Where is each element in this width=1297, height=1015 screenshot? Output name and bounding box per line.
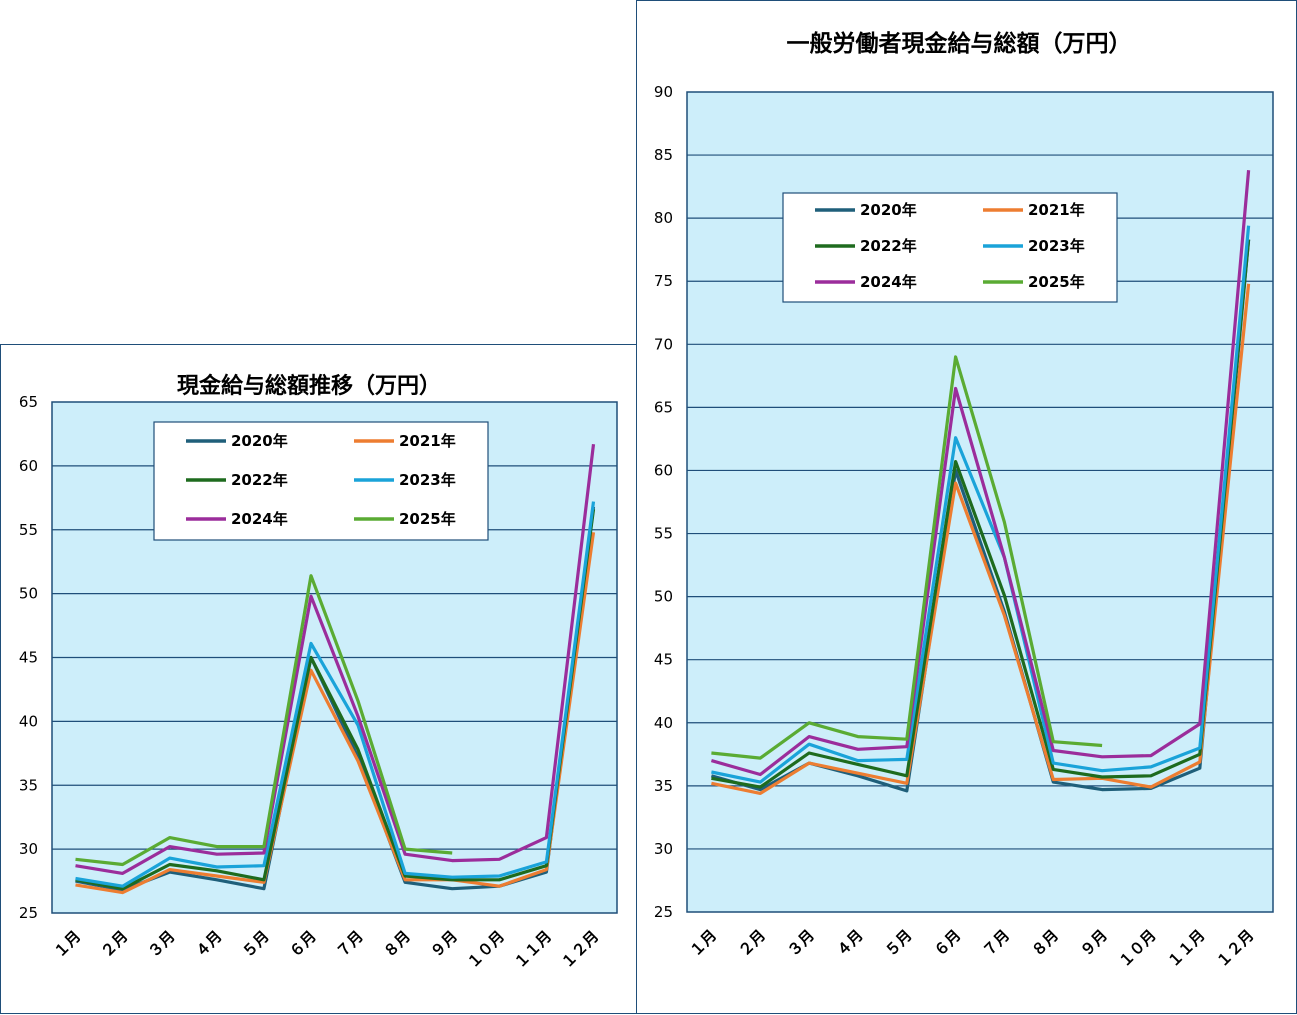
chart-panel-right: 一般労働者現金給与総額（万円） 25 30 35 40 45 50 55 60 65 70 75 80 8… (636, 0, 1297, 1014)
x-tick-label: ９月 (427, 927, 461, 961)
legend-label: 2023年 (399, 471, 456, 489)
x-tick-label: ５月 (882, 926, 916, 960)
series-line-2021年 (711, 283, 1251, 796)
series-line-2023年 (711, 225, 1251, 784)
x-tick-label: ４月 (833, 926, 867, 960)
legend-label: 2020年 (231, 432, 288, 450)
y-tick-label: 45 (654, 651, 673, 669)
y-tick-label: 35 (654, 777, 673, 795)
legend-label: 2022年 (231, 471, 288, 489)
x-tick-label: ６月 (930, 926, 964, 960)
y-tick-label: 30 (654, 840, 673, 858)
chart-panel-left: 現金給与総額推移（万円） 25 30 35 40 45 50 55 60 65 １月 ２月 ３月 ４月 ５月… (0, 344, 637, 1014)
series-line-2025年 (75, 574, 453, 867)
y-tick-label: 50 (654, 588, 673, 606)
series-line-2021年 (75, 532, 596, 895)
y-tick-label: 90 (654, 83, 673, 101)
y-tick-label: 25 (19, 904, 38, 922)
chart-title: 一般労働者現金給与総額（万円） (787, 30, 1132, 57)
y-tick-label: 50 (19, 585, 38, 603)
legend-label: 2021年 (399, 432, 456, 450)
x-tick-label: ２月 (735, 926, 769, 960)
x-tick-label: ３月 (145, 927, 179, 961)
x-tick-label: １２月 (558, 927, 603, 972)
series-line-2024年 (710, 170, 1251, 777)
x-tick-label: ９月 (1077, 926, 1111, 960)
legend-label: 2021年 (1028, 201, 1085, 219)
chart-title: 現金給与総額推移（万円） (177, 373, 441, 399)
x-tick-label: １１月 (511, 927, 556, 972)
x-tick-label: ７月 (333, 927, 367, 961)
y-tick-label: 30 (19, 840, 38, 858)
y-tick-label: 45 (19, 649, 38, 667)
legend-label: 2024年 (860, 273, 917, 291)
chart-svg-left: 現金給与総額推移（万円） 25 30 35 40 45 50 55 60 65 １月 ２月 ３月 ４月 ５月… (19, 373, 618, 972)
x-tick-label: ３月 (784, 926, 818, 960)
series-line-2025年 (711, 355, 1103, 760)
legend-label: 2025年 (399, 510, 456, 528)
y-tick-label: 60 (654, 461, 673, 479)
y-tick-label: 35 (19, 776, 38, 794)
chart-svg-right: 一般労働者現金給与総額（万円） 25 30 35 40 45 50 55 60 65 70 75 80 8… (654, 30, 1274, 971)
y-tick-label: 85 (654, 146, 673, 164)
x-tick-label: １月 (50, 927, 84, 961)
x-tick-label: １２月 (1213, 926, 1258, 971)
series-line-2022年 (711, 239, 1251, 789)
x-tick-label: １月 (686, 926, 720, 960)
x-tick-label: ５月 (239, 927, 273, 961)
series-line-2024年 (75, 444, 596, 876)
legend-label: 2022年 (860, 237, 917, 255)
y-tick-label: 40 (19, 712, 38, 730)
y-tick-label: 80 (654, 209, 673, 227)
legend-label: 2025年 (1028, 273, 1085, 291)
legend-label: 2023年 (1028, 237, 1085, 255)
legend-label: 2020年 (860, 201, 917, 219)
y-tick-label: 40 (654, 714, 673, 732)
y-tick-label: 65 (19, 393, 38, 411)
x-tick-label: １１月 (1164, 926, 1209, 971)
legend-label: 2024年 (231, 510, 288, 528)
y-tick-label: 65 (654, 398, 673, 416)
y-tick-label: 60 (19, 457, 38, 475)
y-tick-label: 55 (654, 525, 673, 543)
x-tick-label: １０月 (464, 927, 509, 972)
x-tick-label: ８月 (1028, 926, 1062, 960)
y-tick-label: 70 (654, 335, 673, 353)
y-tick-label: 75 (654, 272, 673, 290)
x-tick-label: ２月 (98, 927, 132, 961)
x-tick-label: ６月 (286, 927, 320, 961)
y-tick-label: 55 (19, 521, 38, 539)
series-line-2022年 (75, 509, 596, 891)
x-tick-label: １０月 (1115, 926, 1160, 971)
series-line-2023年 (75, 501, 596, 888)
y-tick-label: 25 (654, 903, 673, 921)
x-tick-label: ４月 (192, 927, 226, 961)
x-tick-label: ８月 (380, 927, 414, 961)
x-tick-label: ７月 (979, 926, 1013, 960)
